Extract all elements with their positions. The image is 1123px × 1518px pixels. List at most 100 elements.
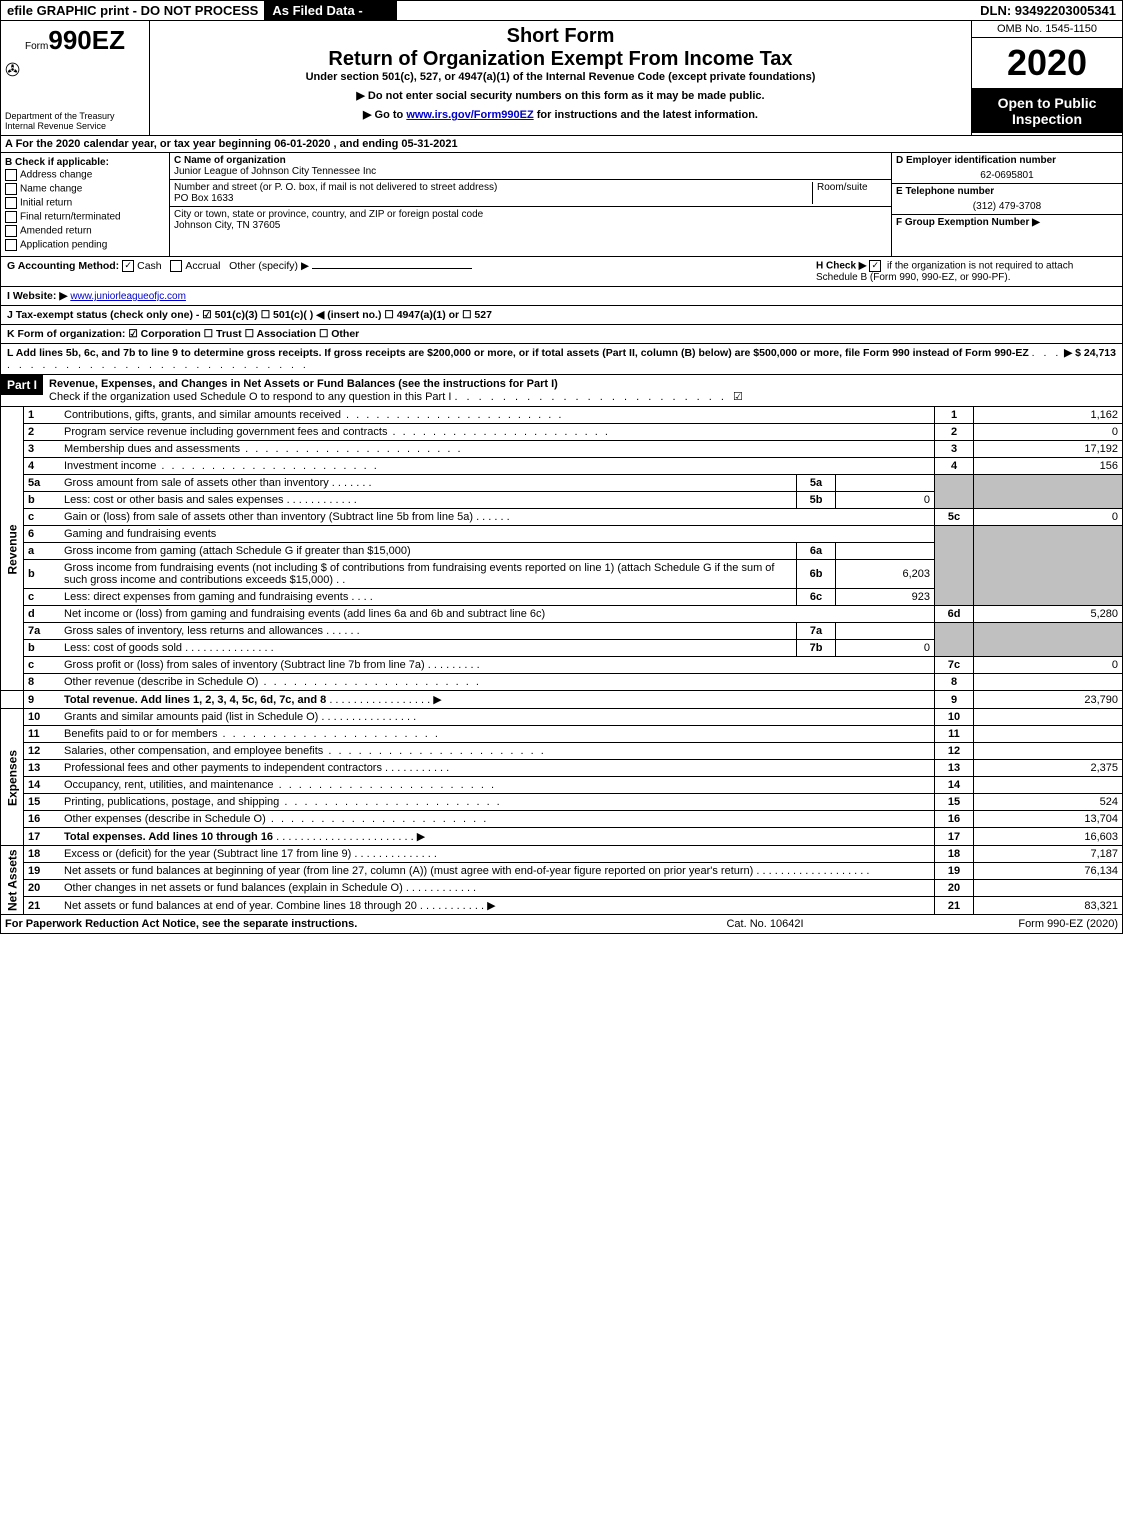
dln-label: DLN: 93492203005341 [974,1,1122,20]
line-1-num: 1 [24,407,61,424]
line-15-desc: Printing, publications, postage, and shi… [64,796,279,808]
line-5a-num: 5a [24,475,61,492]
line-9-desc: Total revenue. Add lines 1, 2, 3, 4, 5c,… [64,694,326,706]
part-1-check-text: Check if the organization used Schedule … [49,391,451,403]
cash-checkbox[interactable]: ✓ [122,260,134,272]
accrual-checkbox[interactable] [170,260,182,272]
line-15-amount: 524 [974,794,1123,811]
website-url[interactable]: www.juniorleagueofjc.com [70,291,186,302]
open-to-public: Open to Public Inspection [972,89,1122,133]
line-5b-subval: 0 [836,492,935,509]
expenses-sidebar: Expenses [1,709,24,846]
line-1-desc: Contributions, gifts, grants, and simila… [64,409,341,421]
netassets-sidebar: Net Assets [1,846,24,915]
check-initial-return[interactable]: Initial return [5,196,165,210]
line-16-ref: 16 [935,811,974,828]
line-6a-subval [836,543,935,560]
line-7a-desc: Gross sales of inventory, less returns a… [64,625,323,637]
cash-label: Cash [137,260,162,272]
header-left: Form990EZ ✇ Department of the Treasury I… [1,21,150,135]
line-5ab-grey [935,475,974,509]
line-16-amount: 13,704 [974,811,1123,828]
line-11-desc: Benefits paid to or for members [64,728,217,740]
check-amended-return[interactable]: Amended return [5,224,165,238]
line-14-ref: 14 [935,777,974,794]
h-label: H Check ▶ [816,261,866,272]
subtitle: Under section 501(c), 527, or 4947(a)(1)… [158,71,963,83]
dept-treasury: Department of the Treasury [5,111,145,121]
schedule-o-checkbox[interactable]: ☑ [733,391,743,403]
header-right: OMB No. 1545-1150 2020 Open to Public In… [971,21,1122,135]
check-name-label: Name change [20,184,82,195]
line-13-num: 13 [24,760,61,777]
section-a-tax-year: A For the 2020 calendar year, or tax yea… [0,136,1123,153]
line-20-num: 20 [24,880,61,897]
line-10-desc: Grants and similar amounts paid (list in… [64,711,318,723]
line-15-ref: 15 [935,794,974,811]
form-prefix: Form [25,41,48,52]
line-5c-amount: 0 [974,509,1123,526]
line-5a-desc: Gross amount from sale of assets other t… [64,477,329,489]
line-7b-sub: 7b [797,640,836,657]
line-12-amount [974,743,1123,760]
line-9-ref: 9 [935,691,974,709]
line-6a-num: a [24,543,61,560]
room-suite-label: Room/suite [812,182,887,204]
line-8-ref: 8 [935,674,974,691]
accrual-label: Accrual [185,260,220,272]
line-21-num: 21 [24,897,61,915]
line-21-amount: 83,321 [974,897,1123,915]
top-bar: efile GRAPHIC print - DO NOT PROCESS As … [0,0,1123,21]
line-17-desc: Total expenses. Add lines 10 through 16 [64,831,273,843]
line-2-desc: Program service revenue including govern… [64,426,387,438]
line-19-num: 19 [24,863,61,880]
line-7b-num: b [24,640,61,657]
check-address-change[interactable]: Address change [5,168,165,182]
line-6a-sub: 6a [797,543,836,560]
check-final-return[interactable]: Final return/terminated [5,210,165,224]
form-number: Form990EZ [5,25,145,56]
check-application-pending[interactable]: Application pending [5,238,165,252]
line-7ab-grey [935,623,974,657]
line-7c-desc: Gross profit or (loss) from sales of inv… [64,659,425,671]
line-7c-num: c [24,657,61,674]
check-final-label: Final return/terminated [20,212,121,223]
short-form-title: Short Form [158,25,963,48]
efile-label: efile GRAPHIC print - DO NOT PROCESS [1,1,264,20]
line-6a-desc: Gross income from gaming (attach Schedul… [64,545,411,557]
line-13-desc: Professional fees and other payments to … [64,762,382,774]
line-10-amount [974,709,1123,726]
line-12-ref: 12 [935,743,974,760]
line-6b-desc: Gross income from fundraising events (no… [64,562,774,586]
line-7b-subval: 0 [836,640,935,657]
irs-label: Internal Revenue Service [5,121,145,131]
line-14-desc: Occupancy, rent, utilities, and maintena… [64,779,274,791]
line-5b-num: b [24,492,61,509]
section-j: J Tax-exempt status (check only one) - ☑… [0,306,1123,325]
line-15-num: 15 [24,794,61,811]
line-16-num: 16 [24,811,61,828]
other-specify-line[interactable] [312,268,472,269]
line-6c-num: c [24,589,61,606]
org-name: Junior League of Johnson City Tennessee … [174,166,376,177]
check-name-change[interactable]: Name change [5,182,165,196]
part-1-header: Part I Revenue, Expenses, and Changes in… [0,375,1123,407]
line-5ab-grey-amt [974,475,1123,509]
part-1-label: Part I [1,375,43,395]
website-label: I Website: ▶ [7,290,67,302]
line-6b-num: b [24,560,61,589]
line-2-num: 2 [24,424,61,441]
section-l: L Add lines 5b, 6c, and 7b to line 9 to … [0,344,1123,375]
city-value: Johnson City, TN 37605 [174,220,483,231]
line-3-desc: Membership dues and assessments [64,443,240,455]
line-19-desc: Net assets or fund balances at beginning… [64,865,753,877]
irs-link[interactable]: www.irs.gov/Form990EZ [406,109,533,121]
org-name-row: C Name of organization Junior League of … [170,153,891,180]
line-6d-amount: 5,280 [974,606,1123,623]
revenue-sidebar: Revenue [1,407,24,691]
schedule-b-checkbox[interactable]: ✓ [869,260,881,272]
g-label: G Accounting Method: [7,260,119,272]
line-8-desc: Other revenue (describe in Schedule O) [64,676,258,688]
line-7b-desc: Less: cost of goods sold [64,642,182,654]
accounting-method: G Accounting Method: ✓Cash Accrual Other… [7,260,816,283]
